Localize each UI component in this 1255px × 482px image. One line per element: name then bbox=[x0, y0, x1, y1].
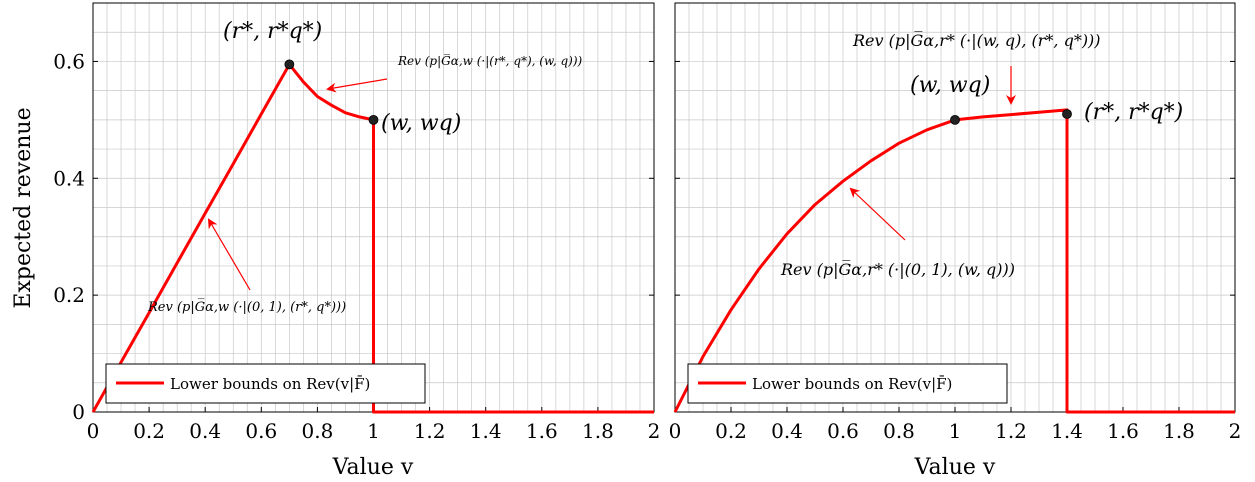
left-x-tick-label-1: 0.2 bbox=[133, 419, 165, 443]
left-x-tick-label-5: 1 bbox=[367, 419, 380, 443]
left-series-line bbox=[91, 62, 654, 414]
left-legend-label: Lower bounds on Rev(v|F̄) bbox=[170, 375, 370, 393]
right-x-tick-label-7: 1.4 bbox=[1051, 419, 1083, 443]
left-annotation-lower: Rev (p|G̅α,w (·|(0, 1), (r*, q*))) bbox=[147, 299, 346, 315]
left-point-label-rstar: (r*, r*q*) bbox=[223, 19, 322, 44]
right-x-tick-label-8: 1.6 bbox=[1107, 419, 1139, 443]
left-arrow-lower bbox=[207, 218, 251, 291]
left-y-tick-label-1: 0.2 bbox=[53, 283, 85, 307]
right-x-tick-label-6: 1.2 bbox=[995, 419, 1027, 443]
left-x-tick-label-8: 1.6 bbox=[526, 419, 558, 443]
left-x-tick-label-7: 1.4 bbox=[470, 419, 502, 443]
right-marked-point-1 bbox=[1062, 109, 1072, 119]
left-annotation-upper: Rev (p|G̅α,w (·|(r*, q*), (w, q))) bbox=[397, 53, 583, 68]
right-x-tick-label-4: 0.8 bbox=[883, 419, 915, 443]
left-arrow-upper bbox=[326, 78, 388, 93]
right-x-tick-label-1: 0.2 bbox=[715, 419, 747, 443]
left-x-tick-label-10: 2 bbox=[648, 419, 661, 443]
right-grid bbox=[674, 2, 1236, 413]
right-x-tick-label-0: 0 bbox=[669, 419, 682, 443]
left-x-tick-label-4: 0.8 bbox=[301, 419, 333, 443]
right-ticks: 0 0.2 0.4 0.6 0.8 1 1.2 1.4 1.6 1.8 2 bbox=[669, 60, 1242, 443]
left-legend: Lower bounds on Rev(v|F̄) bbox=[105, 363, 426, 404]
left-ticks: 0 0.2 0.4 0.6 0.8 1 1.2 1.4 1.6 1.8 2 0 0.2 0.4 0.6 bbox=[53, 49, 660, 443]
left-y-tick-label-2: 0.4 bbox=[53, 166, 85, 190]
left-y-tick-label-3: 0.6 bbox=[53, 49, 85, 73]
right-point-label-w: (w, wq) bbox=[910, 73, 990, 98]
right-chart-panel: 0 0.2 0.4 0.6 0.8 1 1.2 1.4 1.6 1.8 2 (w, wq) (r*,… bbox=[669, 2, 1242, 480]
left-x-tick-label-6: 1.2 bbox=[414, 419, 446, 443]
left-x-tick-label-3: 0.6 bbox=[245, 419, 277, 443]
left-x-tick-label-0: 0 bbox=[87, 419, 100, 443]
right-legend: Lower bounds on Rev(v|F̄) bbox=[687, 363, 1008, 404]
left-y-tick-label-0: 0 bbox=[72, 400, 85, 424]
left-chart-panel: 0 0.2 0.4 0.6 0.8 1 1.2 1.4 1.6 1.8 2 0 0.2 0.4 0.6 (r… bbox=[11, 2, 660, 480]
right-annotation-upper: Rev (p|G̅α,r* (·|(w, q), (r*, q*))) bbox=[852, 30, 1101, 50]
left-x-tick-label-2: 0.4 bbox=[189, 419, 221, 443]
right-legend-label: Lower bounds on Rev(v|F̄) bbox=[752, 375, 952, 393]
left-marked-point-0 bbox=[284, 59, 295, 70]
left-point-label-w: (w, wq) bbox=[381, 111, 461, 136]
right-x-tick-label-3: 0.6 bbox=[827, 419, 859, 443]
left-marked-points bbox=[284, 59, 379, 125]
right-marked-points bbox=[950, 109, 1072, 125]
right-marked-point-0 bbox=[950, 114, 960, 125]
right-x-tick-label-9: 1.8 bbox=[1163, 419, 1195, 443]
left-marked-point-1 bbox=[368, 114, 379, 125]
left-y-axis-label: Expected revenue bbox=[11, 107, 36, 308]
right-series-line bbox=[673, 108, 1235, 414]
right-x-axis-label: Value v bbox=[914, 455, 996, 480]
right-x-tick-label-10: 2 bbox=[1229, 419, 1242, 443]
right-x-tick-label-2: 0.4 bbox=[771, 419, 803, 443]
left-x-tick-label-9: 1.8 bbox=[582, 419, 614, 443]
right-x-tick-label-5: 1 bbox=[949, 419, 962, 443]
right-point-label-rstar: (r*, r*q*) bbox=[1084, 100, 1183, 125]
right-annotation-lower: Rev (p|G̅α,r* (·|(0, 1), (w, q))) bbox=[780, 259, 1015, 279]
right-arrow-lower bbox=[849, 187, 906, 241]
left-x-axis-label: Value v bbox=[332, 455, 414, 480]
